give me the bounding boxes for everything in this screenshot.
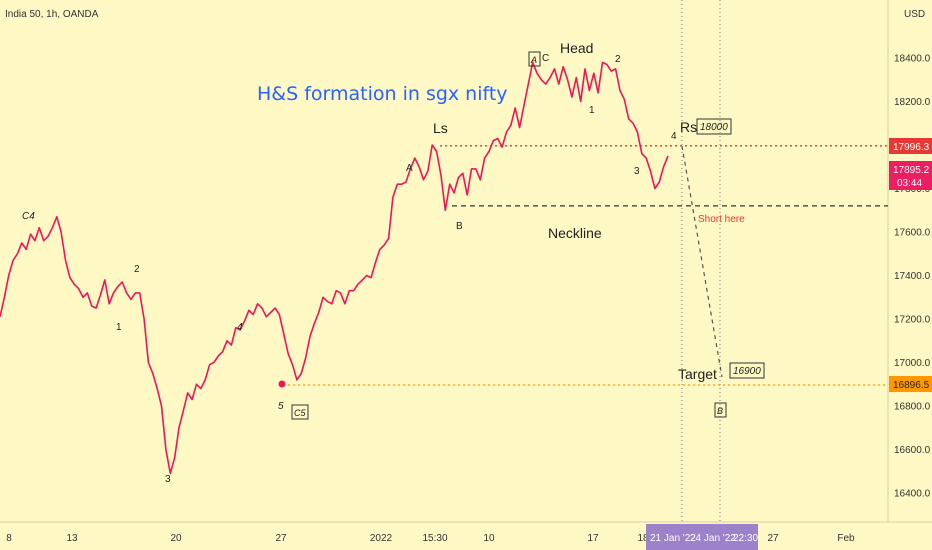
target-box[interactable] — [729, 362, 765, 379]
y-tick-label: 17200.0 — [894, 315, 931, 326]
last-price-tag-text[interactable]: 17895.2 — [893, 165, 930, 176]
wave-label-c[interactable]: C — [542, 53, 549, 64]
currency-label[interactable]: USD — [904, 9, 925, 20]
x-tick-label: 17 — [587, 533, 599, 544]
projection-line[interactable] — [681, 145, 723, 378]
x-tick-label: Feb — [837, 533, 855, 544]
wave-label-b[interactable]: B — [456, 221, 463, 232]
short-here-label[interactable]: Short here — [698, 214, 745, 225]
target-label[interactable]: Target — [678, 366, 717, 382]
wave-label-1-left[interactable]: 1 — [116, 322, 122, 333]
rs-level-box[interactable] — [696, 118, 732, 135]
rs-level-box-text[interactable]: 18000 — [700, 122, 728, 133]
wave-label-4-left[interactable]: 4 — [237, 322, 243, 333]
c5-low-marker[interactable] — [278, 380, 286, 388]
x-tick-label: 18 — [637, 533, 649, 544]
y-tick-label: 18400.0 — [894, 54, 931, 65]
wave-label-b-box[interactable]: B — [717, 406, 723, 416]
wave-label-c5[interactable]: C5 — [294, 408, 306, 418]
price-line[interactable] — [0, 61, 669, 475]
x-tick-label: 13 — [66, 533, 78, 544]
time-highlight-label-3[interactable]: 22:30 — [733, 533, 758, 544]
wave-box-b[interactable] — [714, 402, 727, 418]
wave-box-c5[interactable] — [291, 404, 309, 420]
wave-label-3-low[interactable]: 3 — [165, 474, 171, 485]
time-highlight-label-2[interactable]: 24 Jan '22 — [690, 533, 736, 544]
hs-title[interactable]: H&S formation in sgx nifty — [257, 83, 508, 105]
wave-label-1-head[interactable]: 1 — [589, 105, 595, 116]
x-tick-label: 10 — [483, 533, 495, 544]
wave-label-5[interactable]: 5 — [278, 401, 284, 412]
time-highlight-label-1[interactable]: 21 Jan '22 — [650, 533, 696, 544]
wave-label-a-box[interactable]: A — [530, 55, 537, 65]
resistance-price-tag-text[interactable]: 17996.3 — [893, 142, 930, 153]
x-tick-label: 27 — [275, 533, 287, 544]
target-price-tag[interactable] — [889, 376, 932, 392]
chart-symbol-label[interactable]: India 50, 1h, OANDA — [5, 9, 99, 20]
price-series — [0, 61, 669, 475]
wave-label-4-head[interactable]: 4 — [671, 131, 677, 142]
target-price-tag-text[interactable]: 16896.5 — [893, 380, 930, 391]
y-tick-label: 16400.0 — [894, 489, 931, 500]
left-shoulder-label[interactable]: Ls — [433, 120, 448, 136]
time-range-highlight[interactable] — [646, 524, 758, 550]
neckline-label[interactable]: Neckline — [548, 225, 602, 241]
wave-label-2-left[interactable]: 2 — [134, 264, 140, 275]
time-axis-ticks: 8 13 20 27 2022 15:30 10 17 18 27 Feb — [6, 533, 855, 544]
wave-label-3-head[interactable]: 3 — [634, 166, 640, 177]
wave-box-a[interactable] — [528, 51, 541, 67]
y-tick-label: 16800.0 — [894, 402, 931, 413]
wave-label-2-head[interactable]: 2 — [615, 54, 621, 65]
y-tick-label: 17000.0 — [894, 358, 931, 369]
target-box-text[interactable]: 16900 — [733, 366, 761, 377]
x-tick-label: 2022 — [370, 533, 393, 544]
resistance-price-tag[interactable] — [889, 138, 932, 154]
wave-label-a[interactable]: A — [406, 163, 413, 174]
x-tick-label: 15:30 — [422, 533, 447, 544]
right-shoulder-label[interactable]: Rs — [680, 119, 697, 135]
last-price-countdown[interactable]: 03:44 — [897, 178, 922, 189]
x-tick-label: 27 — [767, 533, 779, 544]
last-price-tag[interactable] — [889, 161, 932, 190]
price-axis-panel — [888, 0, 932, 550]
wave-label-c4[interactable]: C4 — [22, 211, 35, 222]
y-tick-label: 17400.0 — [894, 271, 931, 282]
x-tick-label: 8 — [6, 533, 12, 544]
y-tick-label: 16600.0 — [894, 445, 931, 456]
y-tick-label: 17600.0 — [894, 228, 931, 239]
head-label[interactable]: Head — [560, 40, 593, 56]
y-tick-label: 18200.0 — [894, 97, 931, 108]
x-tick-label: 20 — [170, 533, 182, 544]
